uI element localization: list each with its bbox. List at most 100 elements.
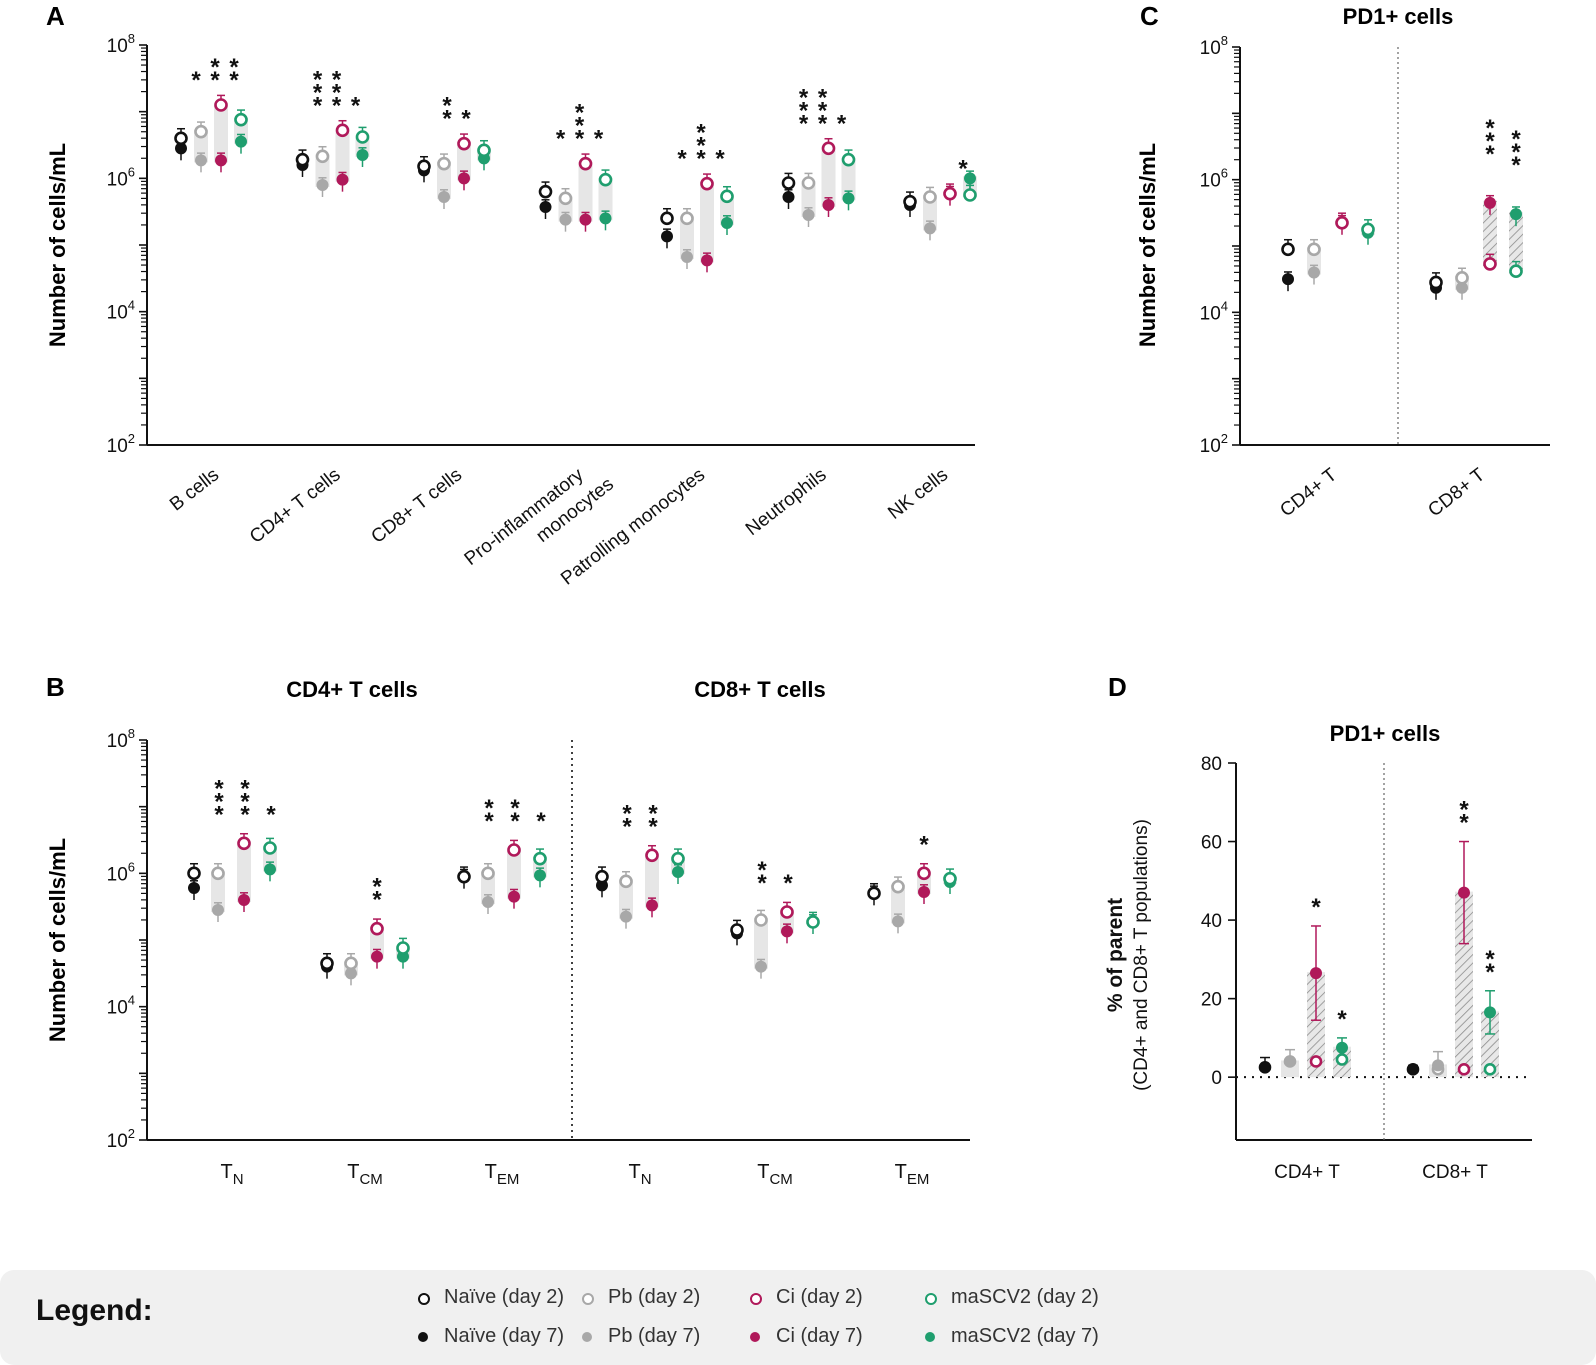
point-masc-day2 xyxy=(1361,222,1375,237)
point-ci-day7 xyxy=(508,890,520,903)
sig-marker: ** xyxy=(1485,946,1495,986)
point-pb-day7 xyxy=(1432,1059,1444,1072)
sig-marker: * xyxy=(837,110,847,137)
sig-star: * xyxy=(799,84,809,111)
legend: Legend: Naïve (day 2) Pb (day 2) Ci (day 2… xyxy=(0,1270,1596,1365)
point-masc-day7 xyxy=(1510,208,1522,221)
point-ci-day2 xyxy=(1309,1055,1323,1068)
point-naive-day2 xyxy=(867,886,881,901)
point-ci-day2 xyxy=(578,156,593,171)
point-pb-day2 xyxy=(437,156,451,171)
point-pb-day2 xyxy=(558,191,573,206)
category-0-0: ****** * xyxy=(187,775,277,922)
sig-marker: * xyxy=(191,67,201,94)
point-ci-day7 xyxy=(781,925,793,938)
range-band-pb xyxy=(194,129,208,163)
sig-star: * xyxy=(696,146,706,173)
range-band-masc xyxy=(1481,1011,1499,1078)
sig-marker: *** xyxy=(1511,126,1521,179)
sig-star: * xyxy=(1485,128,1495,155)
point-pb-day7 xyxy=(195,154,207,167)
sig-star: * xyxy=(1311,894,1321,921)
x-tick-label: B cells xyxy=(166,464,223,515)
category-1-1: ** * xyxy=(730,857,820,979)
x-tick-label: CD4+ T xyxy=(1276,464,1341,521)
point-ci-day2 xyxy=(700,176,714,191)
sig-star: * xyxy=(229,67,239,94)
y-tick-label: 104 xyxy=(107,298,135,324)
range-band-masc xyxy=(598,177,613,221)
y-tick-label: 40 xyxy=(1201,911,1222,932)
range-band-masc xyxy=(1509,212,1523,274)
sig-marker: *** xyxy=(696,120,706,173)
point-naive-day7 xyxy=(1407,1063,1419,1076)
legend-marker-masc-day7 xyxy=(925,1332,935,1342)
point-ci-day2 xyxy=(645,848,659,863)
point-naive-day2 xyxy=(187,866,201,881)
point-naive-day2 xyxy=(660,211,674,226)
sig-marker: ** xyxy=(229,54,239,94)
point-ci-day7 xyxy=(1458,886,1470,899)
y-tick-label: 60 xyxy=(1201,833,1222,854)
sig-star: * xyxy=(214,788,224,815)
point-ci-day2 xyxy=(1457,1063,1471,1076)
category-2: ** * xyxy=(417,93,491,209)
point-pb-day2 xyxy=(1455,271,1469,285)
category-1-2: * xyxy=(867,831,957,934)
y-tick-label: 0 xyxy=(1211,1068,1222,1089)
point-naive-day7 xyxy=(661,230,673,243)
sig-star: * xyxy=(240,775,250,802)
range-band-ci xyxy=(214,103,228,163)
category-3: **** * xyxy=(538,100,613,232)
point-masc-day2 xyxy=(963,188,977,202)
sig-star: * xyxy=(351,92,361,119)
point-pb-day2 xyxy=(680,211,694,226)
legend-title: Legend: xyxy=(36,1294,153,1327)
point-naive-day2 xyxy=(174,131,188,146)
point-pb-day7 xyxy=(1284,1055,1296,1068)
x-tick-label: CD4+ T cells xyxy=(246,464,345,547)
sig-marker: * xyxy=(1337,1006,1347,1033)
point-pb-day7 xyxy=(559,213,572,226)
range-band-ci xyxy=(1483,200,1497,266)
point-naive-day2 xyxy=(538,184,553,199)
legend-label: maSCV2 (day 2) xyxy=(951,1286,1099,1308)
sig-star: * xyxy=(313,79,323,106)
point-masc-day2 xyxy=(1483,1063,1497,1076)
category-6: * xyxy=(903,156,977,241)
point-ci-day7 xyxy=(822,199,835,211)
point-masc-day2 xyxy=(234,112,248,127)
y-tick-label: 104 xyxy=(1200,298,1228,324)
panel-b: B 108 106 104 102 Number of cells/mL CD4+ T ce… xyxy=(45,672,970,1188)
legend-marker-pb-day7 xyxy=(582,1332,592,1342)
point-naive-day2 xyxy=(903,194,917,209)
sig-star: * xyxy=(757,857,767,884)
sig-star: * xyxy=(313,66,323,93)
y-tick-label: 106 xyxy=(107,164,135,190)
sig-marker: * xyxy=(919,831,929,858)
sig-star: * xyxy=(442,93,452,120)
point-naive-day7 xyxy=(1282,273,1294,286)
panel-letter: B xyxy=(46,672,65,702)
x-tick-label: NK cells xyxy=(884,464,952,523)
point-naive-day2 xyxy=(781,176,796,190)
legend-marker-naive-day2 xyxy=(418,1293,430,1305)
sig-marker: ** xyxy=(757,857,767,897)
point-pb-day7 xyxy=(316,179,329,191)
point-naive-day7 xyxy=(782,191,795,203)
sig-star: * xyxy=(536,808,546,835)
group-title: CD4+ T cells xyxy=(286,677,417,702)
sig-star: * xyxy=(191,67,201,94)
sig-marker: * xyxy=(715,146,725,173)
sig-star: * xyxy=(757,870,767,897)
y-axis-label: Number of cells/mL xyxy=(1135,143,1160,347)
point-ci-day2 xyxy=(335,123,350,138)
point-masc-day7 xyxy=(264,863,276,876)
sig-star: * xyxy=(332,92,342,119)
sig-star: * xyxy=(1485,141,1495,168)
x-tick-label: TCM xyxy=(347,1161,383,1188)
sig-marker: ** xyxy=(510,795,520,835)
sig-star: * xyxy=(332,66,342,93)
point-ci-day2 xyxy=(821,141,836,156)
